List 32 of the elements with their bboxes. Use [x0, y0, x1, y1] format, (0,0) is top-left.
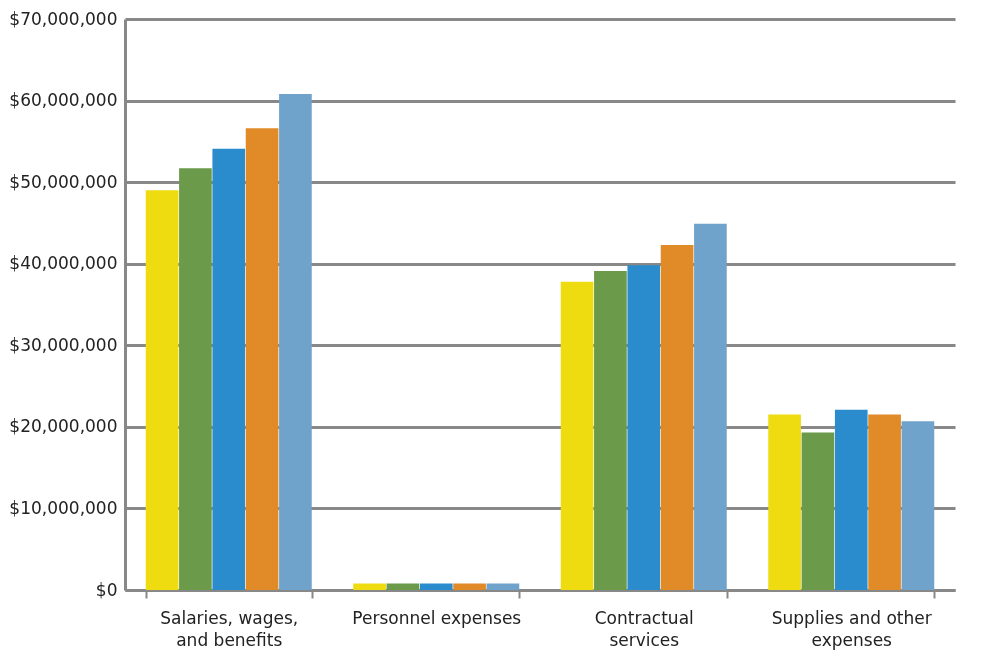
bar — [801, 432, 835, 590]
y-tick-label: $20,000,000 — [9, 416, 118, 437]
bar — [245, 128, 279, 590]
bar — [594, 271, 627, 590]
x-tick-label: Supplies and other expenses — [771, 607, 932, 650]
y-tick-label: $0 — [95, 579, 118, 600]
y-tick-label: $30,000,000 — [9, 334, 118, 355]
bar — [486, 583, 520, 590]
bar — [179, 168, 212, 590]
bar — [560, 281, 594, 590]
y-tick-label: $40,000,000 — [9, 253, 118, 274]
bar — [145, 190, 179, 590]
bar — [694, 223, 727, 590]
bar — [453, 583, 486, 590]
x-tick-label: Salaries, wages, and benefits — [160, 607, 299, 650]
bar — [901, 421, 935, 590]
y-tick-label: $50,000,000 — [9, 171, 118, 192]
bar — [834, 409, 868, 590]
bar — [768, 414, 801, 590]
x-tick-label: Personnel expenses — [352, 607, 522, 628]
bar — [353, 583, 386, 590]
bar — [627, 265, 661, 590]
bar — [419, 583, 453, 590]
y-tick-label: $60,000,000 — [9, 90, 118, 111]
y-tick-label: $70,000,000 — [9, 8, 118, 29]
bar — [660, 244, 694, 590]
bar — [386, 583, 420, 590]
x-tick-label: Contractual services — [594, 607, 694, 650]
y-tick-label: $10,000,000 — [9, 497, 118, 518]
bar — [279, 94, 312, 590]
bar — [868, 414, 901, 590]
bar — [212, 148, 246, 590]
